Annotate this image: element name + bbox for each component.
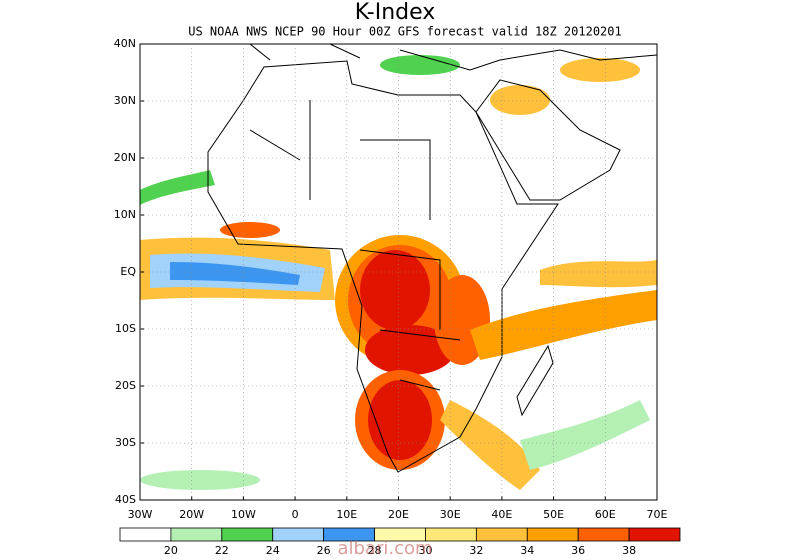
lat-label: 30S <box>115 436 136 449</box>
lon-label: 50E <box>543 508 564 521</box>
lon-label: 40E <box>491 508 512 521</box>
colorbar-label: 32 <box>469 544 483 557</box>
lon-label: 30W <box>128 508 153 521</box>
lon-label: 60E <box>595 508 616 521</box>
lon-label: 30E <box>440 508 461 521</box>
lon-label: 20E <box>388 508 409 521</box>
colorbar-label: 22 <box>215 544 229 557</box>
colorbar-box <box>170 527 223 542</box>
colorbar-box <box>628 527 681 542</box>
colorbar-label: 30 <box>418 544 432 557</box>
colorbar-box <box>119 527 172 542</box>
lat-label: 20N <box>114 151 136 164</box>
lat-label: 40S <box>115 493 136 506</box>
lat-label: 20S <box>115 379 136 392</box>
colorbar-box <box>475 527 528 542</box>
lon-label: 70E <box>647 508 668 521</box>
colorbar-label: 38 <box>622 544 636 557</box>
colorbar-label: 34 <box>520 544 534 557</box>
lat-label: EQ <box>120 265 136 278</box>
colorbar-label: 24 <box>266 544 280 557</box>
subtitle: US NOAA NWS NCEP 90 Hour 00Z GFS forecas… <box>188 25 621 39</box>
lon-label: 0 <box>292 508 299 521</box>
colorbar-box <box>425 527 477 542</box>
title: K-Index <box>355 0 436 25</box>
lat-label: 40N <box>114 37 136 50</box>
colorbar-box <box>221 527 274 542</box>
lat-label: 30N <box>114 94 136 107</box>
colorbar-label: 28 <box>368 544 382 557</box>
colorbar-box <box>272 527 325 542</box>
colorbar-box <box>526 527 579 542</box>
lon-label: 20W <box>179 508 204 521</box>
lat-label: 10N <box>114 208 136 221</box>
lon-label: 10E <box>336 508 357 521</box>
colorbar-label: 26 <box>317 544 331 557</box>
colorbar-box <box>577 527 630 542</box>
lat-label: 10S <box>115 322 136 335</box>
lon-label: 10W <box>231 508 256 521</box>
colorbar-label: 36 <box>571 544 585 557</box>
colorbar-label: 20 <box>164 544 178 557</box>
watermark: albari.com <box>337 538 432 559</box>
